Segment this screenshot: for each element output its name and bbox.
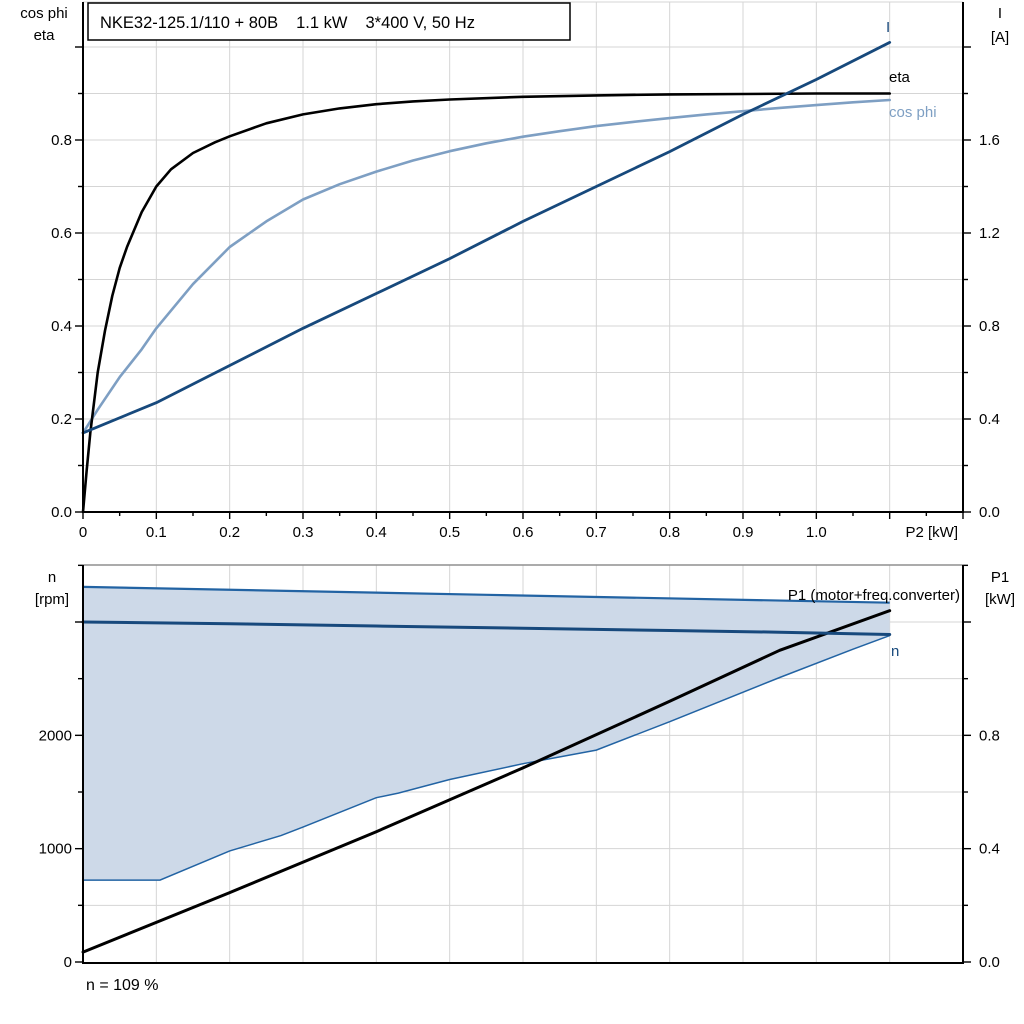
- y-right-tick-label: 1.6: [979, 132, 1000, 149]
- I-curve: [81, 41, 892, 435]
- speed-range-band-bottom-edge: [83, 634, 890, 881]
- y-left-axis-title: cos phi: [20, 5, 68, 22]
- y-left-tick-label: 1000: [39, 841, 72, 858]
- x-tick-label: 0.8: [659, 524, 680, 541]
- y-right-axis-title: I: [998, 5, 1002, 22]
- y-left-tick-label: 0.8: [51, 132, 72, 149]
- cos-phi-curve-label: cos phi: [889, 104, 937, 121]
- x-tick-label: 0.9: [733, 524, 754, 541]
- ticks: [75, 564, 971, 963]
- axes: [82, 565, 964, 964]
- y-right-tick-label: 0.0: [979, 504, 1000, 521]
- chart-title: NKE32-125.1/110 + 80B 1.1 kW 3*400 V, 50 H…: [100, 14, 475, 32]
- top-chart: 0 0.1 0.2 0.3 0.4 0.5 0.6 0.7 0.8 0.9 1.0 P2 [kW] 0.…: [20, 1, 1009, 541]
- gridlines: [83, 1, 963, 512]
- x-tick-label: 0.3: [293, 524, 314, 541]
- y-left-axis-title: eta: [34, 27, 56, 44]
- x-tick-label: 0: [79, 524, 87, 541]
- n-curve-label: n: [891, 643, 899, 660]
- y-right-axis-title: [A]: [991, 29, 1009, 46]
- y-left-tick-label: 0: [64, 954, 72, 971]
- y-left-tick-label: 0.4: [51, 318, 72, 335]
- x-tick-label: 0.6: [513, 524, 534, 541]
- speed-range-band-top-edge: [82, 585, 890, 604]
- x-tick-label: 1.0: [806, 524, 827, 541]
- bottom-chart: 0 1000 2000 0.0 0.4 0.8 n [rpm] P1 [kW] P1 (motor+…: [35, 564, 1015, 971]
- y-right-tick-label: 1.2: [979, 225, 1000, 242]
- P1-curve: [81, 609, 892, 954]
- y-left-tick-label: 0.0: [51, 504, 72, 521]
- current-curve-label: I: [886, 19, 890, 36]
- x-tick-label: 0.2: [219, 524, 240, 541]
- y-left-axis-title: [rpm]: [35, 591, 69, 608]
- y-right-tick-label: 0.8: [979, 727, 1000, 744]
- speed-range-band: [83, 586, 890, 881]
- y-right-tick-label: 0.4: [979, 411, 1000, 428]
- x-tick-label: 0.5: [439, 524, 460, 541]
- n-curve: [81, 620, 892, 636]
- y-left-axis-title: n: [48, 569, 56, 586]
- p1-curve-label: P1 (motor+freq.converter): [788, 587, 960, 604]
- x-tick-label: 0.1: [146, 524, 167, 541]
- ticks: [75, 46, 971, 519]
- y-left-tick-label: 0.2: [51, 411, 72, 428]
- y-left-tick-label: 2000: [39, 727, 72, 744]
- x-tick-label: 0.4: [366, 524, 387, 541]
- y-right-axis-title: [kW]: [985, 591, 1015, 608]
- speed-setting-caption: n = 109 %: [86, 977, 159, 994]
- eta-curve: [81, 92, 891, 514]
- y-right-tick-label: 0.8: [979, 318, 1000, 335]
- x-axis-unit-label: P2 [kW]: [905, 524, 958, 541]
- y-right-axis-title: P1: [991, 569, 1009, 586]
- eta-curve-label: eta: [889, 69, 911, 86]
- title-box: [87, 2, 571, 41]
- y-left-tick-label: 0.6: [51, 225, 72, 242]
- cos-phi-curve: [81, 98, 891, 435]
- y-right-tick-label: 0.0: [979, 954, 1000, 971]
- x-tick-label: 0.7: [586, 524, 607, 541]
- y-right-tick-label: 0.4: [979, 841, 1000, 858]
